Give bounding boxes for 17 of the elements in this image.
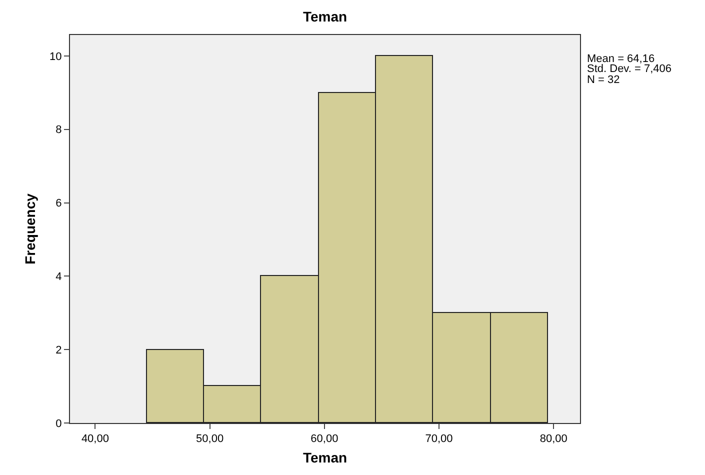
- x-tick-label: 80,00: [540, 433, 568, 446]
- x-tick-label: 60,00: [310, 433, 338, 446]
- y-tick-label: 6: [56, 198, 62, 210]
- x-axis-title: Teman: [302, 450, 348, 466]
- y-tick-label: 10: [50, 50, 62, 63]
- chart-title: Teman: [302, 8, 348, 25]
- text: Std. Dev. = 7,406: [587, 63, 672, 75]
- text: N = 32: [587, 74, 620, 86]
- x-tick-label: 40,00: [81, 433, 109, 446]
- x-tick-label: 70,00: [425, 433, 453, 446]
- y-tick-label: 2: [56, 344, 62, 356]
- y-tick-label: 4: [56, 271, 62, 284]
- y-axis-title: Frequency: [22, 193, 38, 264]
- y-tick-label: 0: [56, 418, 62, 430]
- text: Mean = 64,16: [587, 53, 655, 65]
- y-tick-label: 8: [56, 124, 62, 136]
- x-tick-label: 50,00: [196, 433, 224, 446]
